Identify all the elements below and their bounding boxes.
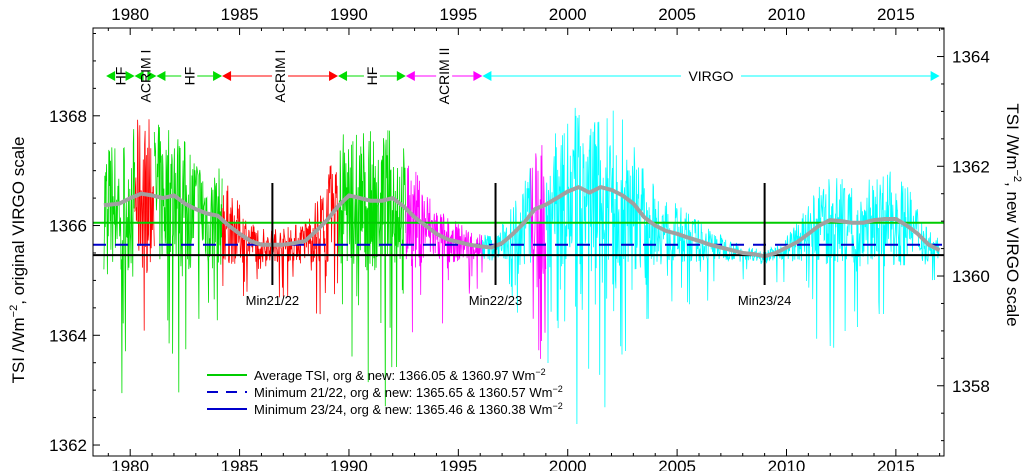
raw-segment-hf-2 <box>153 124 223 393</box>
x-tick-label-top-2: 1990 <box>330 5 368 24</box>
y-tick-label-left-2: 1366 <box>49 217 87 236</box>
y-tick-label-right-3: 1364 <box>952 48 990 67</box>
instrument-label-5: ACRIM II <box>436 48 452 105</box>
legend-label-min2324-text: Minimum 23/24, org & new: 1365.46 & 1360… <box>254 402 552 417</box>
instrument-arrow-right-1 <box>147 71 157 81</box>
y-tick-label-left-3: 1368 <box>49 107 87 126</box>
instrument-bars: HF ACRIM I HF ACRIM I HF ACRIM II VIRGO <box>106 48 940 105</box>
y-axis-right-ticks: 1358 1360 1362 1364 <box>937 28 990 442</box>
instrument-label-2: HF <box>181 67 197 86</box>
instrument-arrow-left-6 <box>482 71 492 81</box>
instrument-label-0: HF <box>112 67 128 86</box>
instrument-label-6: VIRGO <box>688 68 733 84</box>
y-axis-right-title-rest: , new VIRGO scale <box>1003 182 1022 327</box>
x-tick-label-bottom-5: 2005 <box>658 457 696 471</box>
x-tick-label-top-5: 2005 <box>658 5 696 24</box>
x-axis-ticks: 1980 1980 1985 1985 1990 1990 1995 1995 2000 2000… <box>107 5 941 471</box>
x-tick-label-bottom-3: 1995 <box>439 457 477 471</box>
raw-segment-virgo-8 <box>545 107 940 425</box>
x-tick-label-bottom-7: 2015 <box>877 457 915 471</box>
legend-label-min2122-sup: −2 <box>552 384 562 394</box>
y-axis-left-title-main: TSI /Wm <box>9 317 28 383</box>
raw-segment-acrim-3 <box>221 165 339 315</box>
minimum-label-2: Min23/24 <box>738 293 791 308</box>
x-tick-label-top-0: 1980 <box>111 5 149 24</box>
instrument-arrow-left-4 <box>338 71 348 81</box>
plot-frame <box>92 27 945 457</box>
y-axis-left-title-rest: , original VIRGO scale <box>9 137 28 305</box>
x-tick-label-top-6: 2010 <box>768 5 806 24</box>
y-axis-left-title: TSI /Wm−2, original VIRGO scale <box>8 137 28 384</box>
y-axis-right-title: TSI /Wm−2, new VIRGO scale <box>1003 103 1023 326</box>
y-axis-left-ticks: 1362 1364 1366 1368 <box>49 32 100 455</box>
instrument-label-1: ACRIM I <box>138 50 154 103</box>
y-axis-left-title-sup: −2 <box>8 305 20 318</box>
x-tick-label-bottom-1: 1985 <box>221 457 259 471</box>
raw-segment-hf-0 <box>103 129 135 394</box>
x-tick-label-bottom-2: 1990 <box>330 457 368 471</box>
y-axis-right-title-sup: −2 <box>1011 170 1023 183</box>
x-tick-label-bottom-6: 2010 <box>768 457 806 471</box>
raw-segment-acrim-1 <box>134 119 155 331</box>
minimum-label-1: Min22/23 <box>469 293 522 308</box>
legend-label-min2324-sup: −2 <box>552 401 562 411</box>
instrument-arrow-right-5 <box>473 71 483 81</box>
y-tick-label-left-1: 1364 <box>49 326 87 345</box>
instrument-arrow-right-0 <box>125 71 135 81</box>
y-tick-label-right-0: 1358 <box>952 377 990 396</box>
instrument-arrow-left-1 <box>134 71 144 81</box>
raw-segment-acrim2-7 <box>530 145 547 359</box>
raw-segment-virgo-6 <box>482 168 531 313</box>
x-tick-label-bottom-0: 1980 <box>111 457 149 471</box>
instrument-arrow-left-0 <box>106 71 116 81</box>
legend-label-min2122: Minimum 21/22, org & new: 1365.65 & 1360… <box>254 384 563 400</box>
x-tick-label-top-4: 2000 <box>549 5 587 24</box>
smoothed-series <box>103 185 941 259</box>
instrument-arrow-left-2 <box>156 71 166 81</box>
instrument-arrow-right-3 <box>329 71 339 81</box>
x-tick-label-top-1: 1985 <box>221 5 259 24</box>
x-tick-label-bottom-4: 2000 <box>549 457 587 471</box>
x-tick-label-top-3: 1995 <box>439 5 477 24</box>
y-axis-right-title-main: TSI /Wm <box>1003 103 1022 169</box>
legend-label-min2122-text: Minimum 21/22, org & new: 1365.65 & 1360… <box>254 385 552 400</box>
legend-label-average: Average TSI, org & new: 1366.05 & 1360.9… <box>254 367 546 383</box>
y-tick-label-right-1: 1360 <box>952 267 990 286</box>
instrument-label-4: HF <box>364 67 380 86</box>
y-tick-label-right-2: 1362 <box>952 157 990 176</box>
instrument-arrow-right-6 <box>930 71 940 81</box>
legend-label-min2324: Minimum 23/24, org & new: 1365.46 & 1360… <box>254 401 563 417</box>
smoothed-tsi-line <box>103 185 941 259</box>
legend-label-average-text: Average TSI, org & new: 1366.05 & 1360.9… <box>254 368 535 383</box>
instrument-arrow-left-3 <box>222 71 232 81</box>
instrument-label-3: ACRIM I <box>272 50 288 103</box>
y-tick-label-left-0: 1362 <box>49 436 87 455</box>
instrument-arrow-left-5 <box>405 71 415 81</box>
raw-segment-hf-4 <box>337 130 407 407</box>
x-tick-label-top-7: 2015 <box>877 5 915 24</box>
instrument-arrow-right-4 <box>396 71 406 81</box>
legend-label-average-sup: −2 <box>535 367 545 377</box>
minimum-label-0: Min21/22 <box>246 293 299 308</box>
instrument-arrow-right-2 <box>213 71 223 81</box>
reference-lines <box>93 221 944 257</box>
legend: Average TSI, org & new: 1366.05 & 1360.9… <box>207 367 563 417</box>
minima-markers: Min21/22 Min22/23 Min23/24 <box>246 183 791 308</box>
